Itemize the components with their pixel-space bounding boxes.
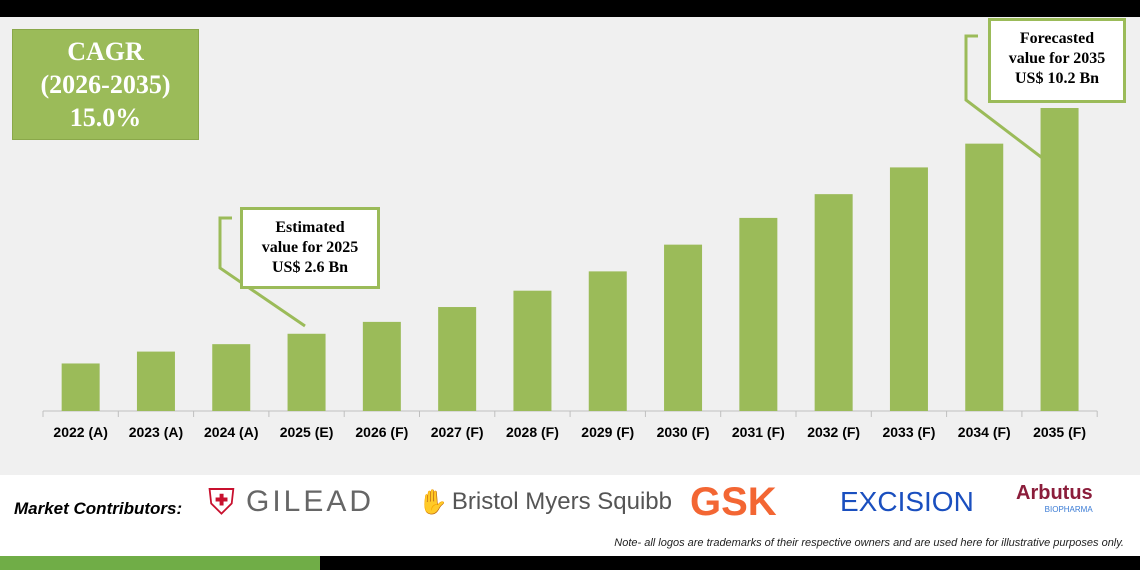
bms-hand-icon: ✋: [418, 488, 448, 516]
arbutus-text: Arbutus: [1016, 482, 1093, 504]
bar-2034 (F): [965, 143, 1004, 411]
bar-2031 (F): [739, 217, 778, 411]
x-tick-label: 2031 (F): [732, 424, 785, 440]
bms-logo: ✋ Bristol Myers Squibb: [418, 482, 672, 522]
excision-logo: EXCISION: [840, 486, 974, 517]
bar-chart: 2022 (A) 2023 (A) 2024 (A) 2025 (E) 2026 (F)…: [42, 34, 1098, 440]
x-tick-label: 2027 (F): [431, 424, 484, 440]
x-tick-label: 2034 (F): [958, 424, 1011, 440]
bar-2027 (F): [438, 307, 477, 411]
estimated-connector: [218, 216, 306, 328]
x-tick-label: 2024 (A): [204, 424, 258, 440]
estimated-line2: value for 2025: [261, 239, 359, 256]
bar-2029 (F): [588, 271, 627, 411]
contributors-label: Market Contributors:: [14, 499, 183, 518]
cagr-period: (2026-2035): [40, 70, 171, 99]
bar-2028 (F): [513, 290, 552, 411]
bar-2025 (E): [287, 333, 326, 411]
bar-2030 (F): [664, 244, 703, 411]
gilead-logo: ⛨ GILEAD: [208, 480, 375, 522]
x-tick-label: 2029 (F): [581, 424, 634, 440]
bar-2023 (A): [136, 351, 175, 411]
trademark-note: Note- all logos are trademarks of their …: [614, 537, 1124, 549]
x-tick-label: 2032 (F): [807, 424, 860, 440]
bar-2024 (A): [212, 344, 251, 411]
forecast-connector: [964, 34, 1046, 162]
estimated-callout: Estimated value for 2025 US$ 2.6 Bn: [240, 207, 380, 289]
gilead-shield-icon: ⛨: [208, 480, 239, 522]
x-tick-label: 2028 (F): [506, 424, 559, 440]
forecast-line2: value for 2035: [1008, 50, 1106, 67]
cagr-title: CAGR: [67, 37, 144, 66]
bar-2035 (F): [1040, 108, 1079, 411]
bar-2026 (F): [362, 321, 401, 411]
x-tick-label: 2035 (F): [1033, 424, 1086, 440]
forecast-value: US$ 10.2 Bn: [1014, 70, 1100, 87]
gsk-logo: GSK: [690, 479, 777, 524]
forecast-line1: Forecasted: [1019, 30, 1095, 47]
cagr-box: CAGR (2026-2035) 15.0%: [12, 29, 199, 140]
bar-2032 (F): [814, 194, 853, 411]
forecast-callout: Forecasted value for 2035 US$ 10.2 Bn: [988, 18, 1126, 103]
estimated-value: US$ 2.6 Bn: [271, 259, 349, 276]
bms-text: Bristol Myers Squibb: [451, 488, 672, 515]
x-tick-label: 2022 (A): [53, 424, 107, 440]
x-tick-label: 2025 (E): [280, 424, 334, 440]
x-tick-label: 2030 (F): [657, 424, 710, 440]
arbutus-sub: BIOPHARMA: [1044, 505, 1093, 514]
bar-2022 (A): [61, 363, 100, 411]
x-tick-label: 2033 (F): [882, 424, 935, 440]
footer-bar-green: [0, 556, 320, 570]
footer-bar-black: [320, 556, 1140, 570]
gilead-text: GILEAD: [246, 485, 375, 518]
bar-2033 (F): [889, 167, 928, 411]
x-tick-label: 2023 (A): [129, 424, 183, 440]
cagr-value: 15.0%: [69, 103, 142, 132]
x-tick-label: 2026 (F): [355, 424, 408, 440]
title-bar: [0, 0, 1140, 17]
arbutus-logo: Arbutus BIOPHARMA: [1016, 482, 1093, 514]
estimated-line1: Estimated: [275, 219, 345, 236]
